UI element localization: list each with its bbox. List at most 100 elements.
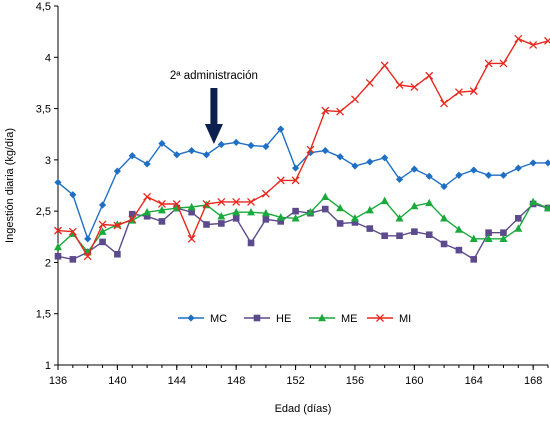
legend-marker	[187, 314, 195, 322]
data-point-mi	[440, 99, 449, 108]
data-point-mc	[232, 138, 240, 147]
x-tick-label: 168	[524, 375, 542, 387]
series-mi	[54, 34, 550, 261]
data-point-mi	[514, 34, 523, 43]
data-point-mi	[98, 220, 107, 229]
marker-stroke	[380, 61, 389, 70]
legend-label-mi: MI	[399, 313, 411, 325]
data-point-mi	[499, 59, 508, 68]
marker-stroke	[336, 107, 345, 116]
data-point-he	[218, 220, 225, 227]
legend-item-me: ME	[309, 313, 358, 325]
marker-stroke	[376, 314, 384, 322]
series-layer	[54, 34, 550, 263]
data-point-he	[440, 240, 448, 248]
marker-stroke	[499, 59, 508, 68]
marker-stroke	[365, 78, 374, 87]
data-point-me	[514, 224, 523, 232]
data-point-me	[410, 201, 419, 210]
data-point-me	[454, 225, 463, 233]
marker-stroke	[202, 200, 211, 208]
data-point-me	[350, 214, 359, 222]
data-point-me	[187, 202, 196, 211]
legend-label-mc: MC	[210, 313, 227, 325]
data-point-he	[128, 210, 136, 218]
marker-stroke	[306, 145, 315, 154]
marker-stroke	[469, 87, 478, 96]
data-point-mi	[425, 71, 434, 80]
marker-stroke	[291, 176, 300, 185]
x-tick-label: 156	[346, 375, 364, 387]
marker-stroke	[425, 71, 434, 80]
data-point-mi	[410, 83, 419, 91]
y-tick-label: 1	[45, 360, 51, 372]
marker-stroke	[321, 106, 330, 115]
data-point-mi	[187, 234, 196, 243]
data-point-me	[469, 234, 478, 243]
marker-stroke	[247, 197, 255, 206]
data-point-mc	[529, 159, 537, 167]
data-point-mc	[485, 171, 493, 179]
marker-stroke	[157, 200, 166, 208]
marker-stroke	[276, 176, 285, 185]
marker-stroke	[261, 189, 270, 198]
y-tick-label: 1,5	[36, 309, 51, 321]
marker-stroke	[395, 81, 404, 89]
annotation-arrow-shaft	[210, 88, 218, 124]
data-point-he	[321, 205, 329, 213]
data-point-he	[143, 212, 151, 220]
data-point-mi	[336, 107, 345, 116]
data-point-mi	[395, 81, 404, 89]
data-point-mc	[425, 172, 433, 180]
data-point-mc	[291, 164, 300, 172]
data-point-me	[484, 234, 493, 243]
data-point-he	[188, 208, 195, 216]
data-point-me	[247, 207, 256, 216]
data-point-me	[321, 192, 330, 200]
data-point-mi	[247, 197, 255, 206]
data-point-he	[277, 218, 285, 225]
data-point-me	[98, 227, 107, 235]
data-point-he	[54, 252, 62, 260]
data-point-me	[157, 205, 166, 214]
marker-stroke	[544, 37, 550, 45]
data-point-mc	[381, 154, 389, 162]
data-point-mi	[380, 61, 389, 70]
data-point-mc	[247, 141, 255, 150]
legend: MC HE ME MI	[178, 313, 411, 325]
y-axis: 1 1,5 2 2,5 3 3,5 4 4,5	[36, 1, 59, 372]
data-point-mc	[351, 162, 359, 170]
data-point-he	[69, 256, 77, 263]
data-point-mi	[484, 59, 493, 68]
data-point-mc	[54, 178, 62, 187]
marker-stroke	[187, 234, 196, 243]
x-tick-label: 140	[108, 375, 126, 387]
marker-stroke	[410, 83, 419, 91]
data-point-me	[380, 196, 389, 205]
data-point-mi	[54, 226, 62, 235]
data-point-mc	[336, 153, 344, 161]
data-point-he	[470, 256, 478, 263]
data-point-mc	[113, 167, 121, 175]
data-point-mi	[113, 221, 122, 230]
y-tick-label: 3	[45, 155, 51, 167]
data-point-mi	[83, 252, 92, 261]
marker-stroke	[484, 59, 493, 68]
data-point-mi	[68, 227, 77, 236]
data-point-mc	[514, 164, 522, 172]
data-point-me	[529, 197, 538, 206]
data-point-mi	[469, 87, 478, 96]
legend-item-mi: MI	[367, 313, 411, 325]
y-tick-label: 3,5	[36, 104, 51, 116]
data-point-mi	[321, 106, 330, 115]
data-point-mc	[128, 152, 136, 160]
data-point-mi	[544, 36, 550, 45]
series-line-he	[57, 203, 549, 261]
y-tick-label: 2	[45, 257, 51, 269]
data-point-mc	[217, 140, 225, 149]
marker-stroke	[113, 221, 122, 230]
data-point-he	[396, 232, 403, 240]
data-point-mc	[158, 139, 166, 148]
annotation: 2ª administración	[170, 70, 258, 144]
